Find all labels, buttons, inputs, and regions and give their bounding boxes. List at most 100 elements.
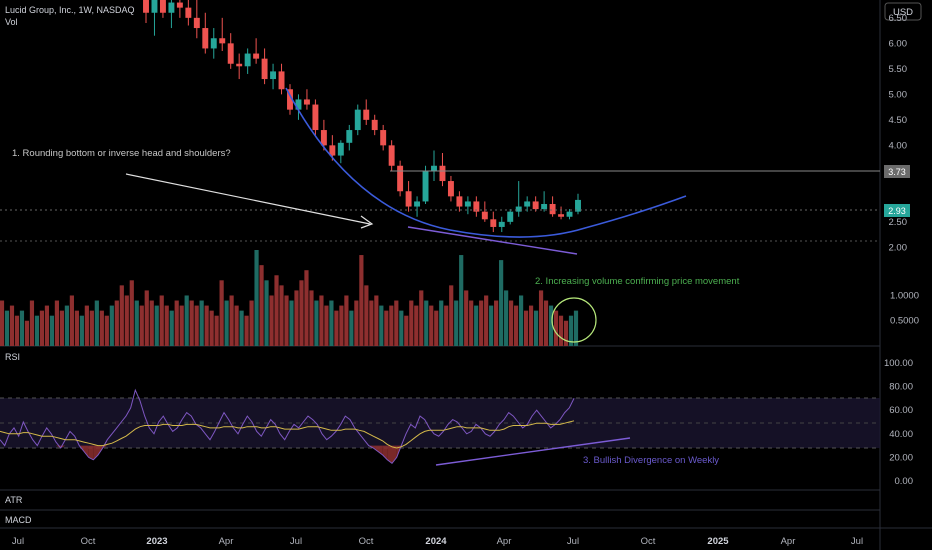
time-tick-label: Apr xyxy=(497,536,512,547)
volume-bar xyxy=(39,310,45,346)
volume-bar xyxy=(194,305,199,346)
volume-bar xyxy=(548,305,554,346)
volume-bar xyxy=(184,295,189,346)
time-tick-label: Jul xyxy=(12,536,24,547)
rsi-axis: 100.00 80.00 60.00 40.00 20.00 0.00 xyxy=(884,358,913,487)
rsi-oversold-fill xyxy=(88,445,94,460)
candle-body xyxy=(244,53,251,67)
volume-bar xyxy=(489,305,494,346)
candle-body xyxy=(507,211,514,222)
volume-bar xyxy=(444,305,449,346)
time-tick-label: Oct xyxy=(359,536,374,547)
volume-bar xyxy=(384,310,389,346)
price-tick-label: 5.00 xyxy=(889,89,908,100)
candle-body xyxy=(549,204,556,215)
time-axis: Jul Oct 2023 Apr Jul Oct 2024 Apr Jul Oct 2025 Apr J… xyxy=(12,536,863,547)
volume-bar xyxy=(573,310,579,346)
volume-axis: 1.0000 0.5000 xyxy=(890,290,919,326)
volume-bar xyxy=(154,305,159,346)
volume-bar xyxy=(79,315,84,346)
volume-bar xyxy=(54,300,60,346)
volume-bar xyxy=(224,300,229,346)
price-tick-label: 5.50 xyxy=(889,64,908,75)
volume-bar xyxy=(439,300,444,346)
volume-bar xyxy=(264,280,269,346)
volume-bar xyxy=(339,305,344,346)
candle-body xyxy=(253,53,260,59)
macd-pane-label: MACD xyxy=(5,515,32,525)
volume-bar xyxy=(394,300,399,346)
candle-body xyxy=(498,221,505,227)
candle-body xyxy=(447,181,454,197)
volume-bar xyxy=(139,305,144,346)
volume-bar xyxy=(279,285,284,346)
candle-body xyxy=(143,0,149,13)
volume-bar xyxy=(109,305,114,346)
annotation-rounding-bottom: 1. Rounding bottom or inverse head and s… xyxy=(12,148,231,159)
candle-body xyxy=(515,206,522,212)
volume-bar xyxy=(179,305,184,346)
volume-bar xyxy=(254,250,259,346)
volume-tick-label: 0.5000 xyxy=(890,316,919,327)
volume-bar xyxy=(309,290,314,346)
price-tick-label: 4.50 xyxy=(889,115,908,126)
volume-bar xyxy=(494,300,499,346)
candle-body xyxy=(261,58,268,80)
candle-body xyxy=(532,201,539,210)
candle-body xyxy=(312,104,319,131)
resistance-badge xyxy=(884,165,910,178)
time-tick-label: Apr xyxy=(219,536,234,547)
time-tick-label: Oct xyxy=(641,536,656,547)
volume-bar xyxy=(49,315,55,346)
candle-body xyxy=(320,130,327,146)
candle-body xyxy=(303,99,310,105)
volume-bar xyxy=(424,300,429,346)
volume-bar xyxy=(94,300,99,346)
candle-body xyxy=(337,142,344,156)
time-tick-label: 2023 xyxy=(146,536,167,547)
rsi-series xyxy=(0,388,575,464)
candle-body xyxy=(397,165,404,192)
candle-body xyxy=(414,201,421,207)
volume-bar xyxy=(434,310,439,346)
volume-bar xyxy=(229,295,234,346)
candle-body xyxy=(405,191,412,207)
volume-bar xyxy=(164,305,169,346)
volume-bar xyxy=(24,320,30,346)
annotation-volume: 2. Increasing volume confirming price mo… xyxy=(535,276,740,287)
annotation-divergence: 3. Bullish Divergence on Weekly xyxy=(583,455,719,466)
currency-button[interactable] xyxy=(884,2,922,21)
candle-body xyxy=(236,63,243,67)
volume-bar xyxy=(429,305,434,346)
volume-bar xyxy=(518,295,524,346)
rsi-oversold-fill xyxy=(387,445,392,464)
time-tick-label: Oct xyxy=(81,536,96,547)
volume-bar xyxy=(568,315,574,346)
candle-body xyxy=(287,89,293,110)
time-tick-label: 2025 xyxy=(707,536,729,547)
candle-body xyxy=(481,211,488,220)
volume-bar xyxy=(84,305,89,346)
time-tick-label: Jul xyxy=(567,536,579,547)
candle-body xyxy=(566,211,573,217)
price-tick-label: 2.00 xyxy=(889,242,908,253)
volume-bar xyxy=(249,300,254,346)
volume-bar xyxy=(29,300,35,346)
volume-bar xyxy=(538,290,544,346)
volume-bar xyxy=(259,265,264,346)
rsi-tick-label: 0.00 xyxy=(895,476,914,487)
candle-body xyxy=(473,201,480,212)
rsi-tick-label: 20.00 xyxy=(889,452,913,463)
volume-bar xyxy=(499,260,504,346)
time-tick-label: Apr xyxy=(781,536,796,547)
price-tick-label: 2.50 xyxy=(889,217,908,228)
candle-body xyxy=(422,170,429,202)
volume-bar xyxy=(389,305,394,346)
volume-bar xyxy=(374,295,379,346)
volume-bar xyxy=(469,300,474,346)
volume-bar xyxy=(169,310,174,346)
volume-bar xyxy=(364,285,369,346)
candle-body xyxy=(270,71,277,80)
candle-body xyxy=(278,71,285,90)
volume-bar xyxy=(104,315,109,346)
